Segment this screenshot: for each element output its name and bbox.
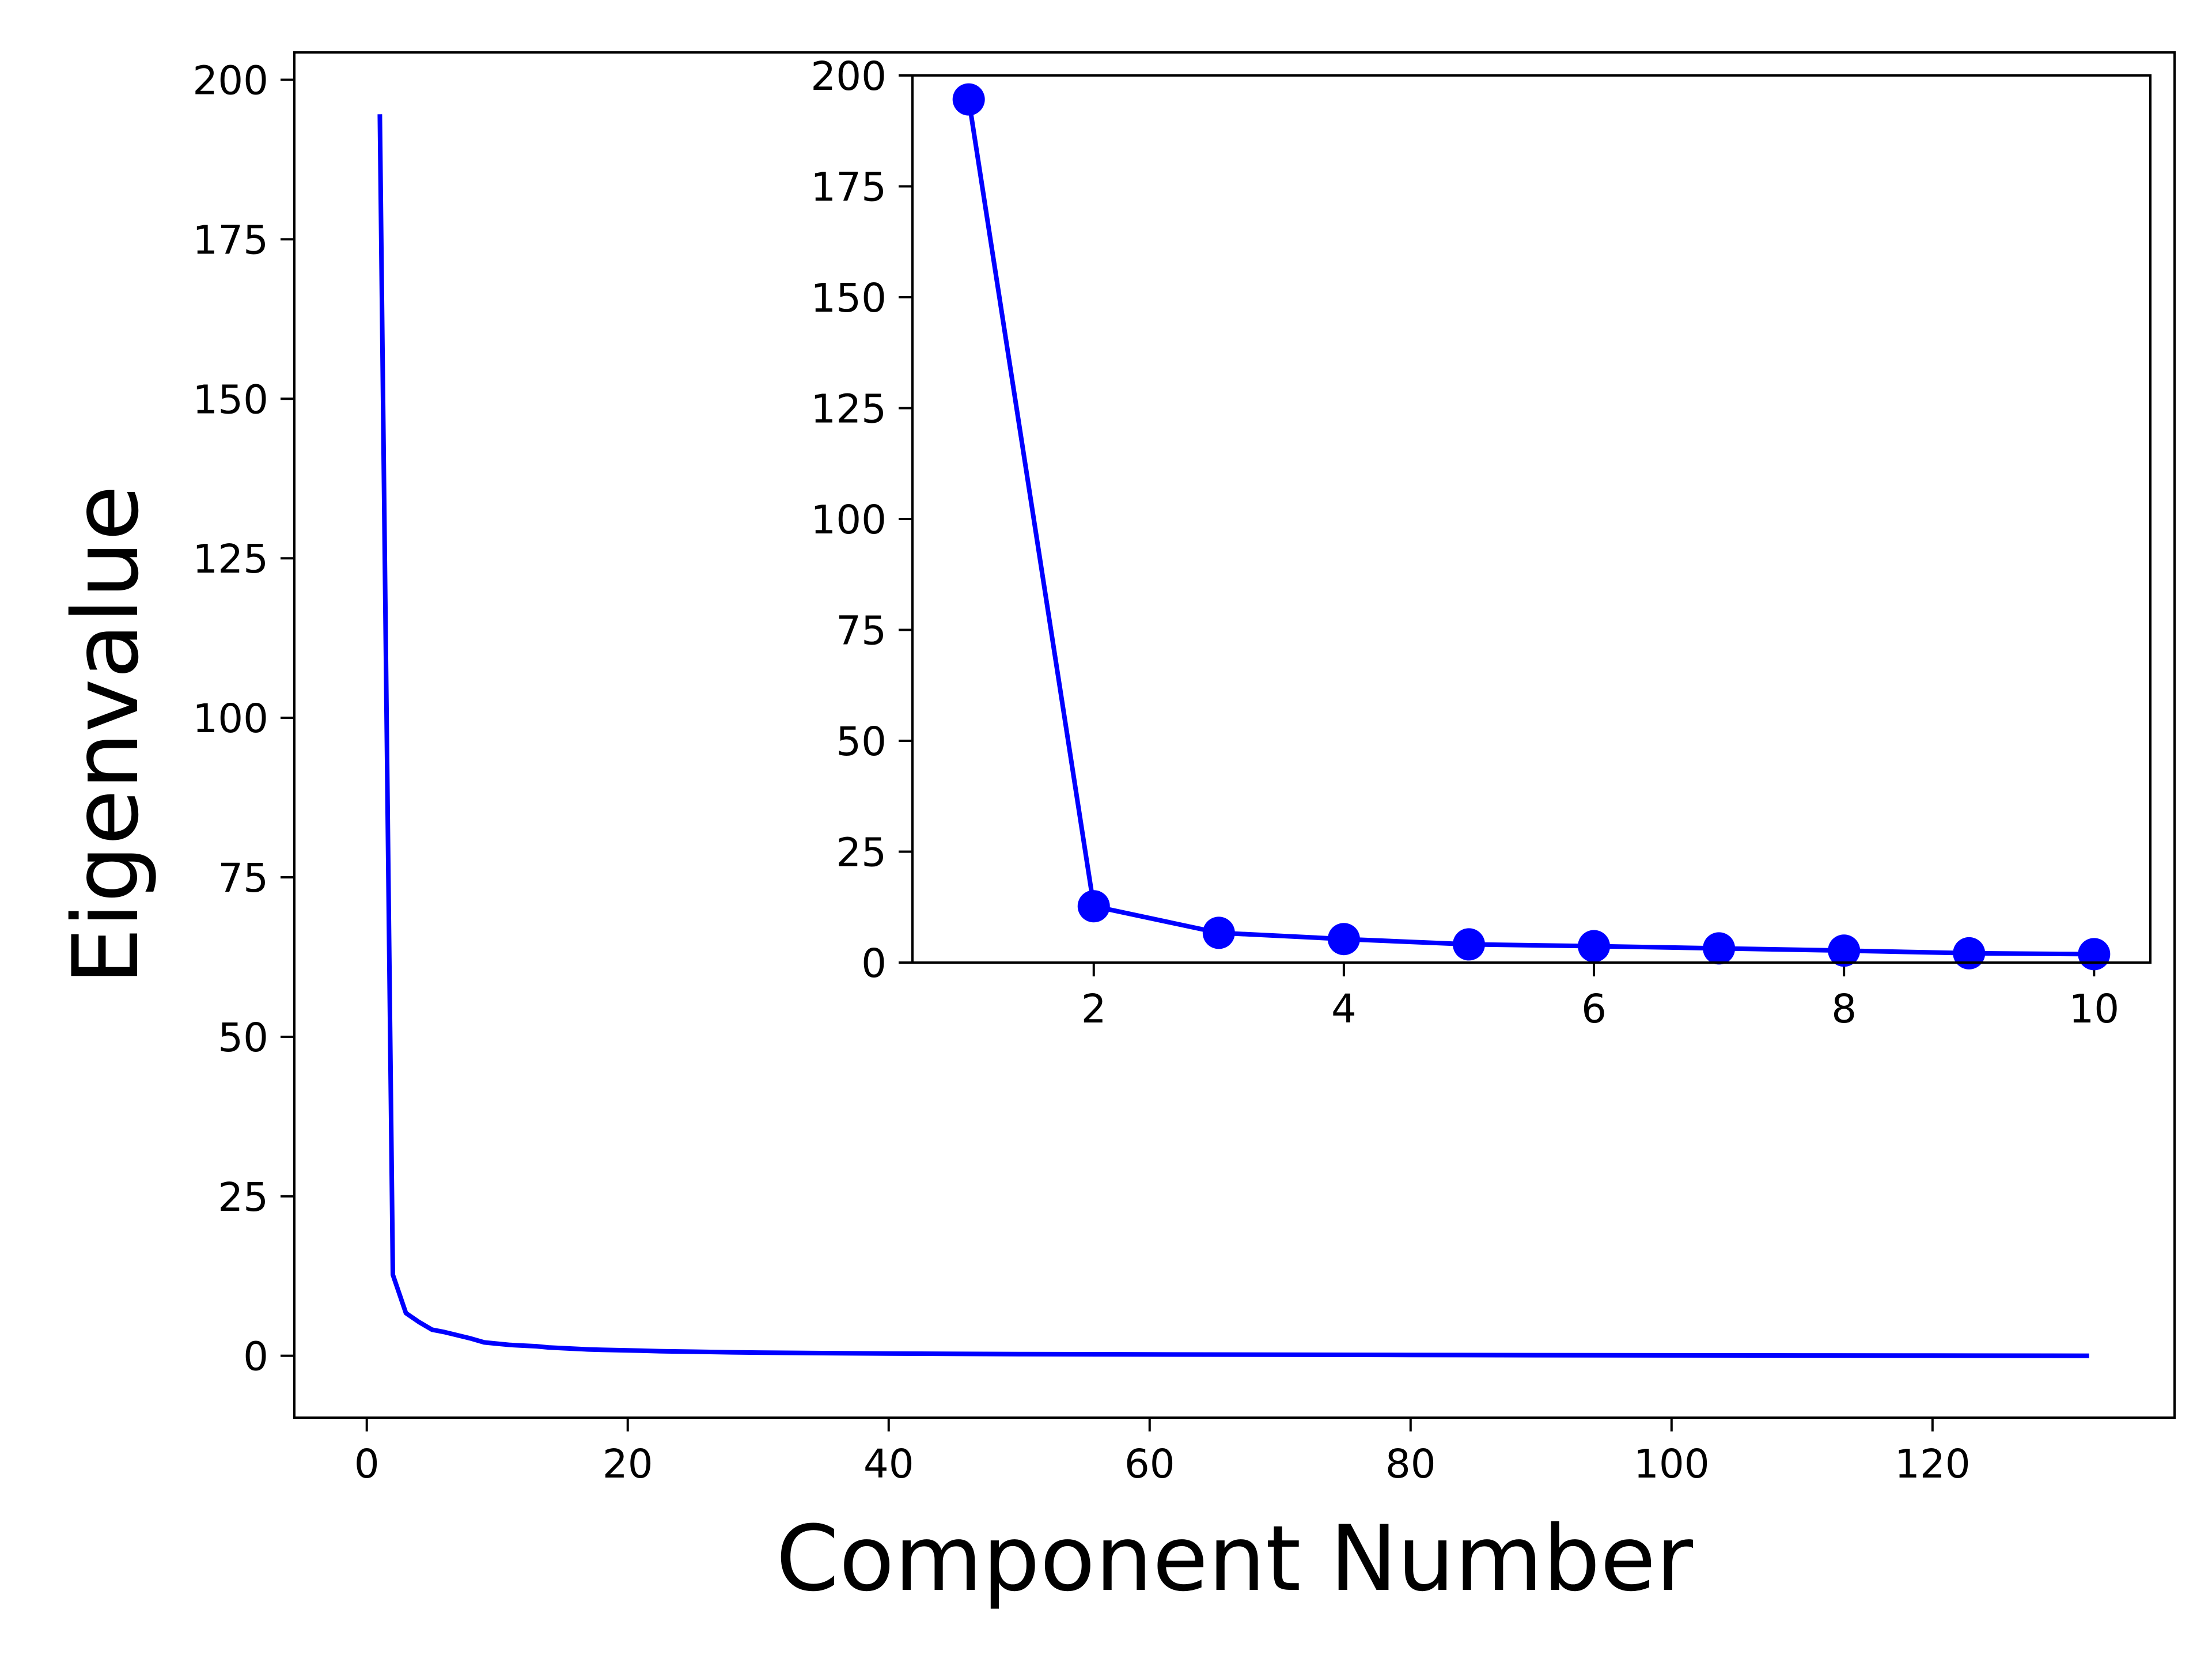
main-y-ticks: 0 25 50 75 100 125 150 175 200	[192, 58, 294, 1380]
main-series-line	[377, 114, 2089, 1358]
inset-data-point	[1077, 890, 1110, 923]
inset-data-point	[1703, 932, 1736, 965]
main-x-axis-title: Component Number	[776, 1506, 1694, 1612]
main-y-tick-label: 75	[218, 855, 268, 902]
inset-plot-background	[912, 75, 2150, 963]
inset-x-tick-label: 10	[2069, 986, 2119, 1032]
main-y-axis-title: Eigenvalue	[54, 485, 159, 984]
inset-y-tick-label: 175	[810, 165, 887, 211]
inset-y-tick-label: 125	[810, 387, 887, 433]
inset-y-tick-label: 0	[861, 941, 887, 987]
main-series-layer	[377, 114, 2089, 1358]
inset-y-tick-label: 75	[836, 608, 887, 654]
inset-x-tick-label: 4	[1331, 986, 1357, 1032]
inset-y-tick-label: 100	[810, 497, 887, 543]
main-y-tick-label: 200	[192, 58, 268, 104]
inset-y-tick-label: 150	[810, 275, 887, 321]
main-plot-frame	[293, 51, 2176, 1419]
inset-data-point	[1828, 934, 1861, 967]
inset-y-ticks: 0 25 50 75 100 125 150 175 200	[810, 54, 912, 987]
main-x-tick-label: 120	[1895, 1441, 1971, 1487]
inset-y-tick-label: 50	[836, 719, 887, 765]
inset-data-point	[2078, 938, 2111, 971]
inset-series-line	[966, 99, 2094, 957]
main-y-tick-label: 25	[218, 1175, 268, 1221]
main-y-tick-label: 125	[192, 536, 268, 582]
main-y-tick-label: 50	[218, 1015, 268, 1061]
inset-data-point	[1578, 930, 1611, 963]
main-x-tick-label: 100	[1634, 1441, 1710, 1487]
main-x-tick-label: 80	[1385, 1441, 1436, 1487]
main-y-tick-label: 150	[192, 377, 268, 423]
inset-x-tick-label: 2	[1081, 986, 1107, 1032]
inset-plot: 2 4 6 8 10 0 25 50 75 100 125 150 175 200	[810, 54, 2152, 1032]
main-x-tick-label: 0	[354, 1441, 380, 1487]
inset-x-ticks: 2 4 6 8 10	[1081, 963, 2119, 1032]
inset-data-point	[952, 83, 985, 116]
main-x-tick-label: 60	[1124, 1441, 1175, 1487]
inset-plot-frame	[911, 74, 2152, 964]
inset-y-tick-label: 25	[836, 830, 887, 876]
inset-x-tick-label: 8	[1831, 986, 1857, 1032]
inset-data-point	[1202, 916, 1235, 949]
inset-data-point	[1953, 937, 1986, 969]
main-y-tick-label: 100	[192, 696, 268, 742]
main-y-tick-label: 175	[192, 217, 268, 263]
inset-y-tick-label: 200	[810, 54, 887, 100]
main-x-tick-label: 40	[863, 1441, 914, 1487]
main-y-tick-label: 0	[243, 1334, 268, 1380]
inset-data-point	[1452, 928, 1485, 961]
main-x-tick-label: 20	[603, 1441, 653, 1487]
inset-x-tick-label: 6	[1581, 986, 1607, 1032]
main-x-ticks: 0 20 40 60 80 100 120	[354, 1418, 1971, 1487]
inset-data-point	[1327, 923, 1360, 956]
